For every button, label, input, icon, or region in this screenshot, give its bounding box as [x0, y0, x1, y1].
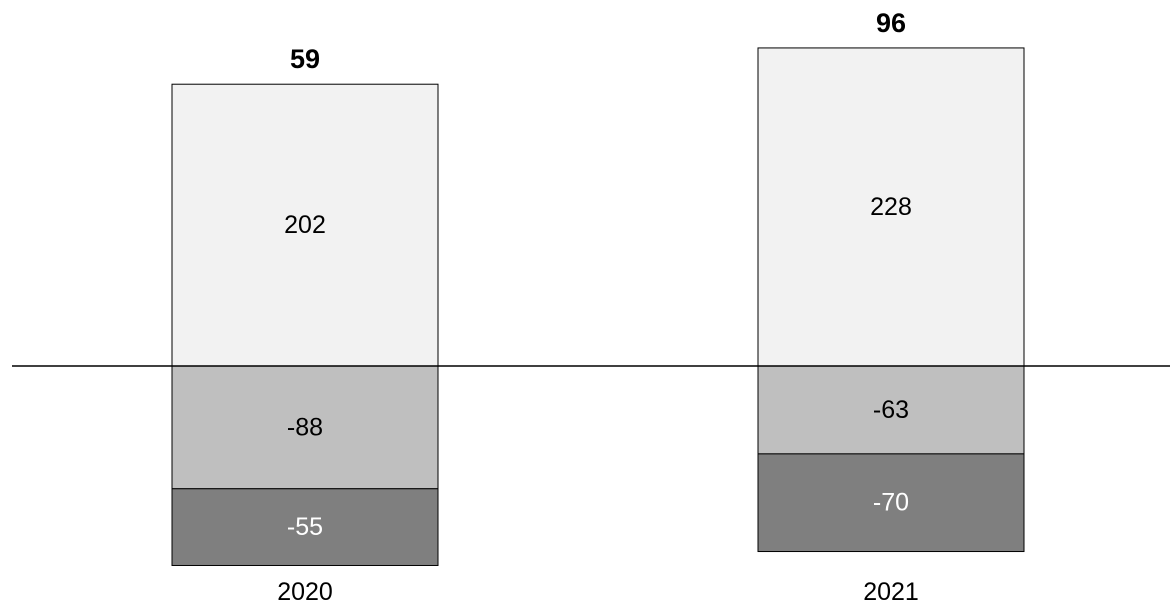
x-tick-label-2021: 2021 — [863, 578, 919, 606]
data-label-2020-s1: -88 — [287, 413, 323, 441]
bar-segment-2021-s0 — [757, 47, 1025, 367]
total-label-2020: 59 — [290, 44, 320, 74]
bar-segment-2021-s1 — [757, 365, 1025, 455]
bar-segment-2020-s1 — [171, 365, 439, 490]
data-label-2021-s0: 228 — [870, 193, 912, 221]
bar-segment-2020-s2 — [171, 488, 439, 566]
data-label-2020-s2: -55 — [287, 513, 323, 541]
total-label-2021: 96 — [876, 8, 906, 38]
bar-segment-2021-s2 — [757, 453, 1025, 553]
x-tick-label-2020: 2020 — [277, 578, 333, 606]
data-label-2021-s2: -70 — [873, 489, 909, 517]
bar-segment-2020-s0 — [171, 83, 439, 367]
labels-group: 202 -88 -55 59 2020 228 -63 -70 96 2021 — [277, 8, 919, 606]
data-label-2021-s1: -63 — [873, 396, 909, 424]
bars-group — [171, 47, 1025, 566]
data-label-2020-s0: 202 — [284, 211, 326, 239]
